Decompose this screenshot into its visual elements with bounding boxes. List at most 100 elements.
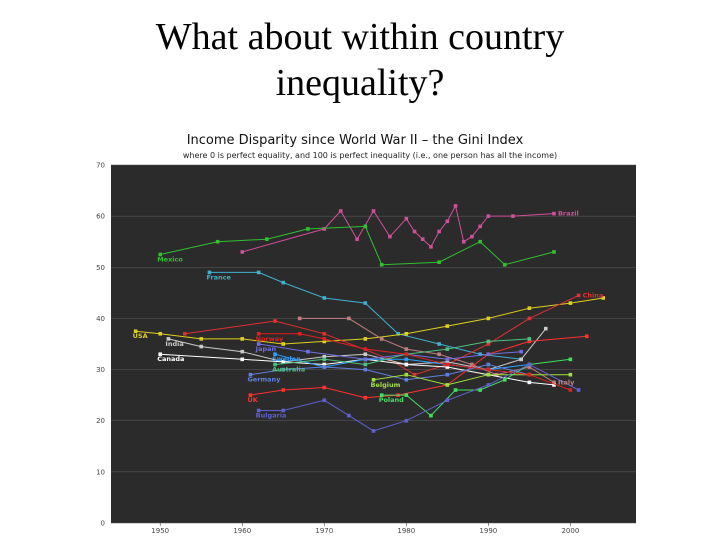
point-india — [543, 326, 548, 331]
point-france — [281, 280, 286, 285]
point-poland — [478, 388, 482, 392]
point-india — [240, 349, 245, 354]
point-japan — [256, 342, 261, 346]
point-india — [363, 352, 368, 357]
point-germany — [281, 367, 286, 372]
point-bulgaria — [404, 418, 409, 423]
point-mexico — [502, 262, 507, 267]
point-australia — [363, 362, 368, 367]
chart-subtitle: where 0 is perfect equality, and 100 is … — [182, 151, 558, 160]
point-france — [363, 301, 368, 305]
point-germany — [404, 378, 409, 382]
point-sweden — [404, 357, 409, 362]
point-france — [478, 352, 482, 357]
point-japan — [519, 349, 523, 354]
series-label-uk: UK — [247, 396, 258, 404]
point-mexico — [437, 260, 441, 264]
point-france — [396, 331, 400, 336]
point-bulgaria — [256, 408, 261, 413]
y-tick-label: 50 — [96, 264, 105, 272]
point-france — [322, 296, 327, 300]
point-poland — [568, 357, 573, 362]
point-brazil — [420, 237, 425, 241]
point-france — [437, 342, 441, 346]
point-germany — [486, 362, 491, 367]
series-label-italy: Italy — [558, 378, 575, 386]
point-india — [519, 357, 523, 362]
point-brazil — [486, 214, 491, 218]
point-usa — [363, 337, 368, 341]
series-label-norway: Norway — [256, 335, 284, 343]
point-india — [166, 337, 171, 341]
series-label-mexico: Mexico — [157, 256, 183, 264]
y-tick-label: 70 — [96, 162, 105, 170]
point-bulgaria — [445, 398, 450, 403]
point-bulgaria — [322, 398, 327, 403]
point-bulgaria — [371, 429, 376, 433]
point-norway — [445, 362, 450, 367]
point-mexico — [215, 239, 220, 244]
point-canada — [281, 360, 286, 364]
plot-background — [111, 165, 636, 523]
series-label-bulgaria: Bulgaria — [256, 411, 287, 419]
point-brazil — [470, 234, 474, 239]
point-australia — [527, 337, 532, 341]
point-belgium — [445, 383, 450, 387]
series-line-belgium — [373, 374, 571, 386]
point-bulgaria — [486, 383, 491, 387]
point-brazil — [552, 211, 556, 216]
point-japan — [363, 357, 368, 362]
point-italy — [404, 347, 409, 351]
point-poland — [453, 388, 458, 392]
point-mexico — [363, 224, 368, 229]
point-germany — [322, 365, 327, 369]
point-japan — [445, 357, 450, 362]
point-australia — [445, 347, 450, 351]
point-canada — [404, 362, 409, 367]
point-uk — [248, 393, 253, 397]
point-bulgaria — [576, 388, 581, 392]
point-brazil — [338, 209, 343, 213]
point-canada — [445, 365, 450, 369]
slide-title-line2: inequality? — [275, 62, 445, 104]
point-brazil — [437, 229, 441, 234]
point-italy — [470, 362, 474, 367]
point-uk — [322, 385, 327, 390]
point-brazil — [478, 224, 482, 229]
point-uk — [363, 395, 368, 400]
point-belgium — [486, 372, 491, 377]
x-tick-label: 2000 — [561, 527, 579, 535]
series-line-bulgaria — [258, 363, 579, 432]
point-usa — [133, 329, 138, 334]
series-line-mexico — [160, 225, 555, 266]
point-france — [207, 270, 212, 275]
series-label-france: France — [206, 273, 231, 281]
point-brazil — [322, 227, 327, 231]
point-italy — [527, 365, 532, 369]
point-mexico — [552, 250, 556, 254]
point-france — [256, 270, 261, 275]
point-bulgaria — [527, 362, 532, 367]
point-belgium — [568, 372, 573, 377]
point-norway — [404, 352, 409, 357]
point-italy — [552, 380, 556, 385]
point-norway — [527, 372, 532, 377]
point-china — [486, 342, 491, 346]
point-uk — [584, 334, 589, 339]
chart-title: Income Disparity since World War II – th… — [186, 133, 524, 148]
point-india — [445, 360, 450, 364]
point-india — [199, 344, 204, 349]
x-tick-label: 1980 — [397, 527, 415, 535]
slide-title: What about within country inequality? — [0, 14, 720, 106]
x-tick-label: 1950 — [151, 527, 169, 535]
point-canada — [158, 352, 163, 357]
point-china — [273, 319, 277, 323]
series-label-belgium: Belgium — [371, 381, 401, 389]
point-italy — [347, 316, 351, 321]
point-usa — [158, 331, 163, 336]
point-belgium — [371, 378, 376, 382]
point-brazil — [461, 239, 466, 244]
point-usa — [601, 296, 605, 300]
point-usa — [322, 339, 327, 344]
point-australia — [486, 339, 491, 344]
